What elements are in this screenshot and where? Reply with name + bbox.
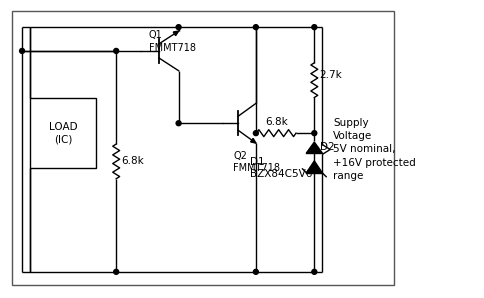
Polygon shape	[306, 142, 321, 153]
Polygon shape	[306, 161, 321, 173]
Circle shape	[253, 25, 258, 30]
Circle shape	[311, 269, 316, 274]
Circle shape	[19, 49, 25, 53]
Text: D1
BZX84C5V6: D1 BZX84C5V6	[249, 157, 312, 179]
Text: D2: D2	[319, 142, 334, 152]
Text: 6.8k: 6.8k	[264, 117, 287, 127]
Text: Q1
FMMT718: Q1 FMMT718	[149, 30, 196, 52]
Polygon shape	[250, 138, 256, 143]
Text: 6.8k: 6.8k	[121, 156, 144, 166]
Circle shape	[113, 269, 119, 274]
Circle shape	[311, 131, 316, 136]
Text: Supply
Voltage
5V nominal,
+16V protected
range: Supply Voltage 5V nominal, +16V protecte…	[333, 118, 415, 181]
Text: Q2
FMMT718: Q2 FMMT718	[233, 151, 280, 173]
Circle shape	[311, 25, 316, 30]
Text: 2.7k: 2.7k	[318, 70, 341, 80]
Text: LOAD
(IC): LOAD (IC)	[49, 122, 77, 145]
Circle shape	[253, 131, 258, 136]
Bar	[30, 98, 96, 168]
Circle shape	[253, 269, 258, 274]
Polygon shape	[173, 31, 178, 36]
Circle shape	[113, 49, 119, 53]
Circle shape	[176, 121, 181, 126]
Circle shape	[176, 25, 181, 30]
